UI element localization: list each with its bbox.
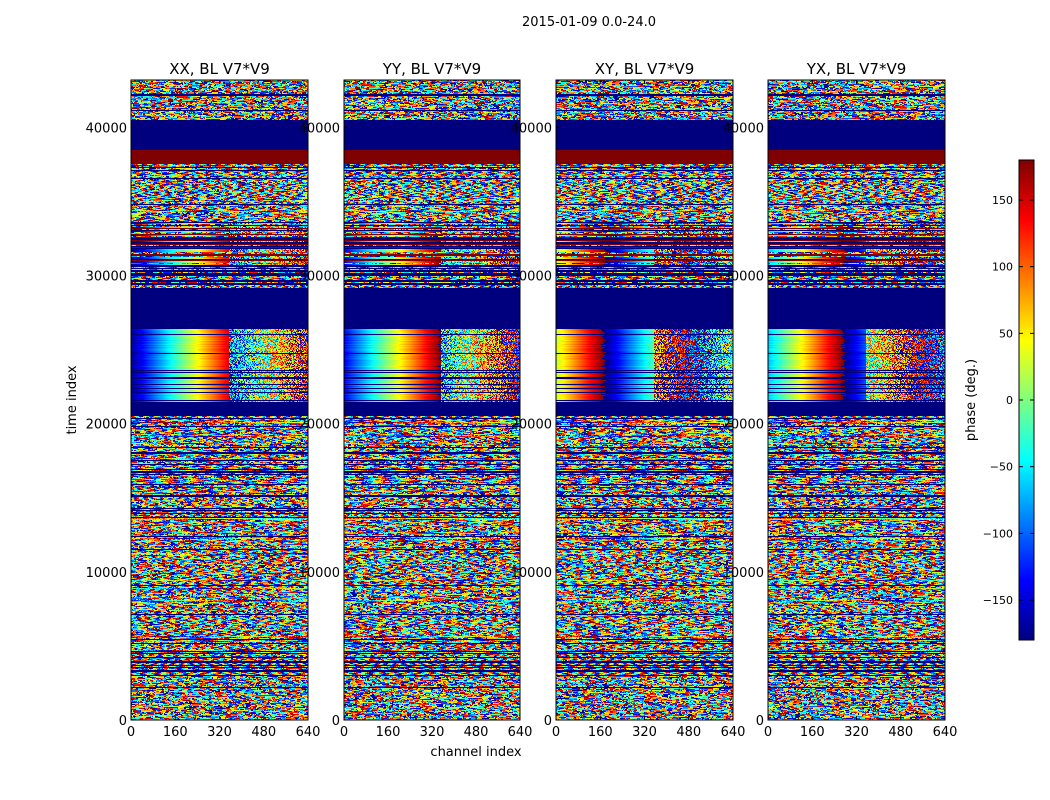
y-tick-label: 30000 [86, 270, 127, 285]
y-tick-label: 0 [756, 714, 764, 729]
heatmap-yy [344, 80, 520, 720]
x-tick-label: 480 [251, 725, 276, 740]
x-tick-label: 0 [340, 725, 348, 740]
colorbar-tick-label: −150 [983, 594, 1013, 607]
y-tick-label: 20000 [299, 418, 340, 433]
x-tick-label: 160 [588, 725, 613, 740]
x-tick-label: 160 [800, 725, 825, 740]
y-tick-label: 40000 [299, 121, 340, 136]
x-tick-label: 0 [127, 725, 135, 740]
colorbar-tick-label: 0 [1006, 394, 1013, 407]
x-tick-label: 480 [676, 725, 701, 740]
colorbar-tick-label: 50 [999, 327, 1013, 340]
colorbar-tick-label: 150 [992, 194, 1013, 207]
y-tick-label: 30000 [299, 270, 340, 285]
y-tick-label: 40000 [86, 121, 127, 136]
y-tick-label: 20000 [723, 418, 764, 433]
panel-title: XY, BL V7*V9 [595, 60, 695, 78]
x-tick-label: 640 [296, 725, 321, 740]
x-tick-label: 480 [464, 725, 489, 740]
y-axis-label: time index [65, 365, 80, 434]
heatmap-xx [131, 80, 308, 720]
y-tick-label: 10000 [511, 566, 552, 581]
x-tick-label: 320 [632, 725, 657, 740]
y-tick-label: 0 [332, 714, 340, 729]
panel-title: YX, BL V7*V9 [806, 60, 907, 78]
x-tick-label: 640 [933, 725, 958, 740]
y-tick-label: 30000 [723, 270, 764, 285]
x-tick-label: 160 [163, 725, 188, 740]
heatmap-yx [768, 80, 945, 720]
suptitle: 2015-01-09 0.0-24.0 [522, 15, 656, 30]
y-tick-label: 10000 [723, 566, 764, 581]
y-tick-label: 0 [544, 714, 552, 729]
x-tick-label: 0 [552, 725, 560, 740]
colorbar-tick-label: −100 [983, 527, 1013, 540]
x-tick-label: 160 [376, 725, 401, 740]
x-tick-label: 320 [207, 725, 232, 740]
panel-title: XX, BL V7*V9 [169, 60, 270, 78]
panel-title: YY, BL V7*V9 [382, 60, 481, 78]
x-tick-label: 320 [844, 725, 869, 740]
axes-frame [767, 79, 946, 721]
y-tick-label: 40000 [511, 121, 552, 136]
y-tick-label: 10000 [86, 566, 127, 581]
y-tick-label: 20000 [86, 418, 127, 433]
y-tick-label: 20000 [511, 418, 552, 433]
x-tick-label: 320 [420, 725, 445, 740]
axes-frame [343, 79, 521, 721]
x-tick-label: 480 [888, 725, 913, 740]
x-axis-label: channel index [430, 745, 521, 760]
x-tick-label: 640 [721, 725, 746, 740]
axes-frame [130, 79, 309, 721]
colorbar [1019, 160, 1034, 640]
colorbar-label: phase (deg.) [964, 359, 979, 441]
y-tick-label: 0 [119, 714, 127, 729]
y-tick-label: 30000 [511, 270, 552, 285]
y-tick-label: 10000 [299, 566, 340, 581]
y-tick-label: 40000 [723, 121, 764, 136]
axes-frame [555, 79, 734, 721]
x-tick-label: 640 [508, 725, 533, 740]
colorbar-tick-label: 100 [992, 261, 1013, 274]
heatmap-xy [556, 80, 733, 720]
x-tick-label: 0 [764, 725, 772, 740]
colorbar-tick-label: −50 [990, 461, 1013, 474]
